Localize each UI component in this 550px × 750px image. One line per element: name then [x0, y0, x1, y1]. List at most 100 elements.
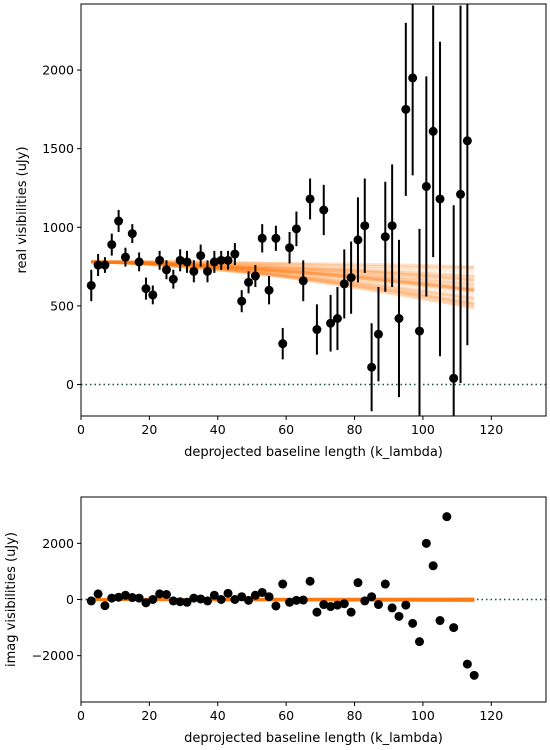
- data-marker: [360, 221, 369, 230]
- data-marker: [182, 257, 191, 266]
- x-tick-label: 0: [77, 708, 85, 723]
- data-point: [114, 210, 123, 232]
- data-marker: [265, 286, 274, 295]
- data-point: [271, 601, 280, 610]
- data-point: [381, 580, 390, 589]
- chart-panel-1: 0 20 40 60 80 100 120 0 500 1000 1500 2000 deproject…: [15, 0, 546, 551]
- data-point: [224, 589, 233, 598]
- data-marker: [87, 596, 96, 605]
- data-point: [135, 252, 144, 271]
- data-point: [87, 596, 96, 605]
- x-tick-label: 0: [77, 422, 85, 437]
- data-marker: [306, 577, 315, 586]
- data-point: [408, 619, 417, 628]
- chart-panel-2: 0 20 40 60 80 100 120−200002000deprojected bas…: [4, 497, 546, 746]
- data-point: [340, 599, 349, 608]
- data-marker: [217, 595, 226, 604]
- data-point: [367, 592, 376, 601]
- data-marker: [312, 608, 321, 617]
- y-tick-label: 1500: [42, 141, 74, 156]
- data-marker: [388, 221, 397, 230]
- data-point: [278, 328, 287, 359]
- x-tick-label: 40: [210, 708, 226, 723]
- data-marker: [381, 232, 390, 241]
- data-marker: [436, 194, 445, 203]
- data-marker: [244, 278, 253, 287]
- x-tick-label: 80: [347, 708, 363, 723]
- y-tick-label: 0: [66, 377, 74, 392]
- data-marker: [422, 182, 431, 191]
- data-point: [258, 224, 267, 252]
- data-point: [87, 270, 96, 301]
- data-point: [265, 592, 274, 601]
- data-point: [442, 512, 451, 521]
- data-marker: [319, 206, 328, 215]
- data-marker: [367, 592, 376, 601]
- data-marker: [347, 273, 356, 282]
- data-point: [312, 608, 321, 617]
- data-point: [429, 561, 438, 570]
- data-point: [408, 0, 417, 175]
- data-point: [449, 623, 458, 632]
- data-point: [449, 205, 458, 551]
- data-marker: [100, 601, 109, 610]
- data-marker: [340, 279, 349, 288]
- data-marker: [312, 325, 321, 334]
- data-marker: [401, 105, 410, 114]
- data-point: [100, 601, 109, 610]
- data-point: [217, 595, 226, 604]
- data-marker: [135, 257, 144, 266]
- data-marker: [196, 251, 205, 260]
- x-tick-label: 100: [411, 422, 435, 437]
- data-point: [415, 637, 424, 646]
- data-marker: [422, 539, 431, 548]
- data-marker: [292, 224, 301, 233]
- data-marker: [148, 290, 157, 299]
- data-point: [401, 23, 410, 196]
- data-marker: [456, 190, 465, 199]
- y-tick-label: −2000: [32, 648, 74, 663]
- data-marker: [429, 127, 438, 136]
- data-marker: [169, 275, 178, 284]
- data-marker: [442, 512, 451, 521]
- data-marker: [278, 580, 287, 589]
- data-marker: [265, 592, 274, 601]
- data-marker: [230, 250, 239, 259]
- model-draws: [91, 261, 474, 308]
- x-axis-label: deprojected baseline length (k_lambda): [184, 731, 443, 746]
- x-tick-label: 120: [479, 422, 503, 437]
- data-marker: [203, 267, 212, 276]
- y-tick-label: 1000: [42, 220, 74, 235]
- y-tick-label: 0: [66, 592, 74, 607]
- data-marker: [353, 235, 362, 244]
- data-marker: [237, 297, 246, 306]
- data-marker: [251, 272, 260, 281]
- y-axis-label: real visibilities (uJy): [15, 146, 30, 273]
- data-marker: [394, 314, 403, 323]
- data-marker: [224, 589, 233, 598]
- data-marker: [388, 603, 397, 612]
- data-point: [456, 6, 465, 383]
- data-point: [394, 612, 403, 621]
- data-point: [285, 232, 294, 263]
- data-marker: [94, 589, 103, 598]
- data-marker: [189, 267, 198, 276]
- data-marker: [401, 601, 410, 610]
- data-point: [470, 671, 479, 680]
- data-marker: [306, 194, 315, 203]
- data-marker: [155, 256, 164, 265]
- data-point: [169, 270, 178, 289]
- y-tick-label: 500: [50, 298, 74, 313]
- data-marker: [408, 619, 417, 628]
- data-point: [388, 603, 397, 612]
- data-point: [292, 212, 301, 247]
- data-marker: [121, 253, 130, 262]
- data-marker: [162, 265, 171, 274]
- data-marker: [415, 327, 424, 336]
- data-point: [265, 276, 274, 304]
- data-marker: [436, 616, 445, 625]
- data-point: [94, 589, 103, 598]
- data-marker: [107, 240, 116, 249]
- data-marker: [299, 276, 308, 285]
